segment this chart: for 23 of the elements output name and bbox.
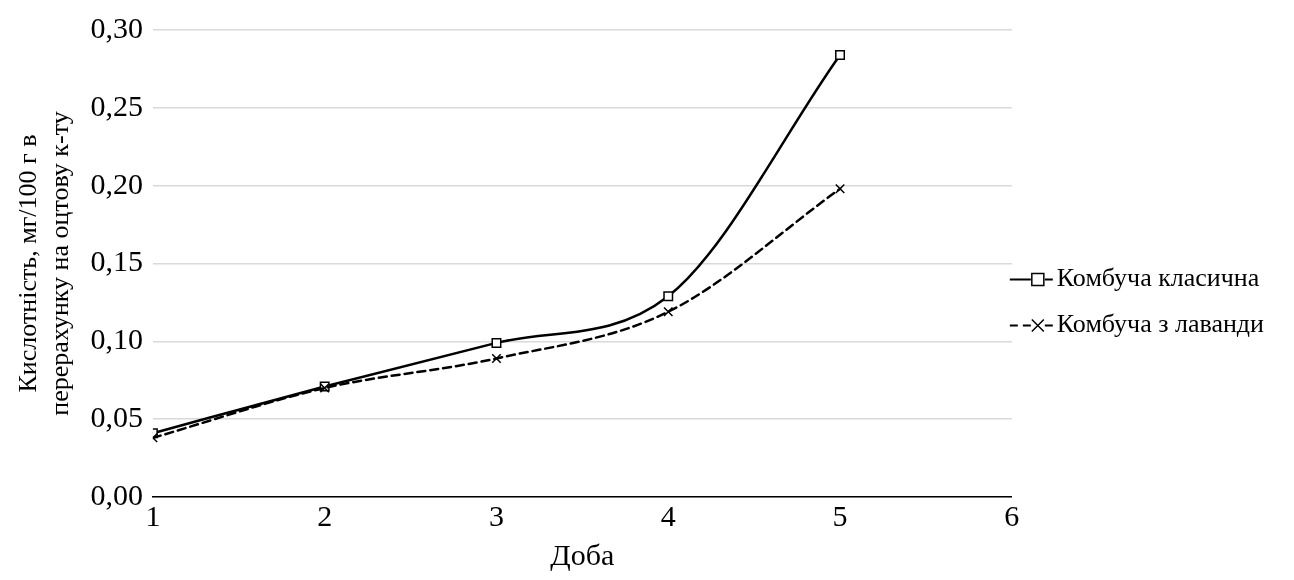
x-tick-label: 6 <box>1004 498 1020 532</box>
point <box>835 183 846 194</box>
legend-label: Комбуча з лаванди <box>1056 309 1265 339</box>
point <box>491 337 502 348</box>
y-tick-label: 0,05 <box>90 400 143 434</box>
y-tick-label: 0,10 <box>90 322 143 356</box>
x-tick-label: 2 <box>317 498 333 532</box>
x-tick-label: 3 <box>488 498 504 532</box>
y-tick-label: 0,20 <box>90 166 143 200</box>
y-axis-title: Кислотність, мг/100 г в перерахунку на оцтову к-ту <box>13 111 74 416</box>
x-axis-title: Доба <box>550 537 615 571</box>
x-tick-label: 1 <box>145 498 161 532</box>
y-tick-label: 0,15 <box>90 244 143 278</box>
point <box>663 291 674 302</box>
legend-label: Комбуча класична <box>1056 263 1260 293</box>
x-tick-label: 5 <box>832 498 848 532</box>
point <box>835 49 846 60</box>
y-tick-label: 0,30 <box>90 10 143 44</box>
x-tick-label: 4 <box>660 498 676 532</box>
y-tick-label: 0,25 <box>90 88 143 122</box>
y-tick-label: 0,00 <box>90 477 143 511</box>
point <box>663 306 674 317</box>
point <box>491 353 502 364</box>
